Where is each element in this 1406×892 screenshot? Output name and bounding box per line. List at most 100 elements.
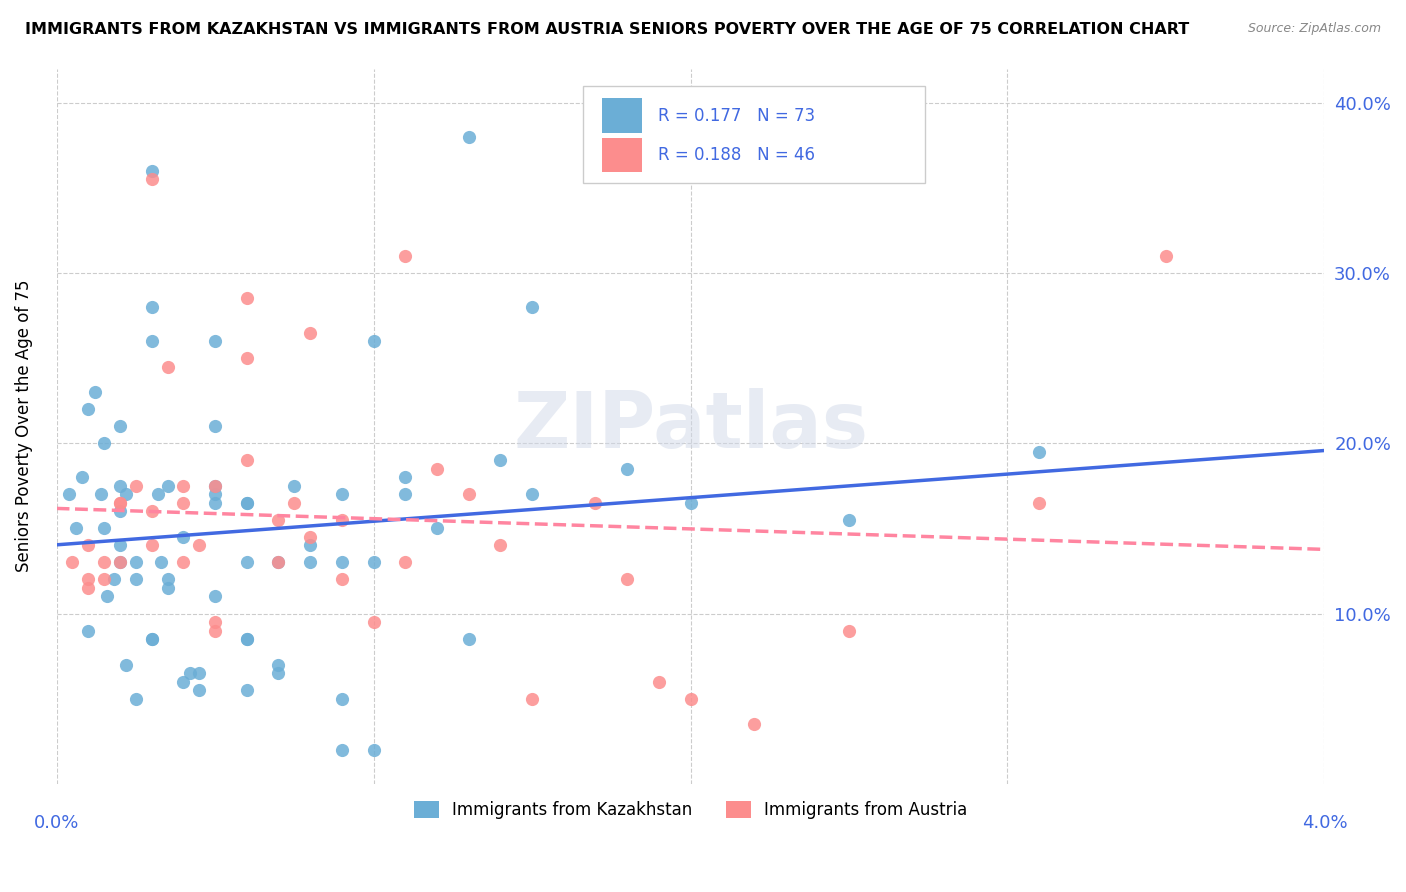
Point <box>77 402 100 417</box>
Point <box>141 172 163 186</box>
Point <box>172 674 194 689</box>
Point <box>267 556 290 570</box>
Point <box>267 657 290 672</box>
Point <box>58 487 80 501</box>
Point <box>394 487 416 501</box>
Point <box>520 691 543 706</box>
Point <box>838 513 860 527</box>
Point <box>204 615 226 629</box>
Point <box>283 479 305 493</box>
Text: Source: ZipAtlas.com: Source: ZipAtlas.com <box>1247 22 1381 36</box>
Point <box>62 556 84 570</box>
Point <box>93 436 115 450</box>
Point <box>363 556 385 570</box>
Point <box>489 538 512 552</box>
Point <box>125 479 148 493</box>
Point <box>457 487 479 501</box>
Point <box>141 300 163 314</box>
Point <box>330 487 353 501</box>
Point <box>125 556 148 570</box>
Point <box>125 573 148 587</box>
Point <box>330 743 353 757</box>
Point <box>236 632 259 646</box>
Point <box>146 487 169 501</box>
Point <box>108 538 131 552</box>
Point <box>204 487 226 501</box>
Point <box>236 683 259 698</box>
Point <box>236 496 259 510</box>
Point <box>77 624 100 638</box>
Legend: Immigrants from Kazakhstan, Immigrants from Austria: Immigrants from Kazakhstan, Immigrants f… <box>408 794 974 826</box>
Point <box>330 556 353 570</box>
Point <box>172 496 194 510</box>
Point <box>156 479 179 493</box>
Point <box>1028 444 1050 458</box>
Point <box>520 487 543 501</box>
Point <box>172 556 194 570</box>
Text: ZIPatlas: ZIPatlas <box>513 388 868 464</box>
Point <box>394 249 416 263</box>
Point <box>363 615 385 629</box>
Point <box>115 657 138 672</box>
Point <box>679 691 702 706</box>
Point <box>125 691 148 706</box>
Point <box>150 556 173 570</box>
Point <box>65 521 87 535</box>
Point <box>742 717 765 731</box>
Point <box>108 504 131 518</box>
Point <box>648 674 671 689</box>
Point <box>204 496 226 510</box>
Point <box>457 129 479 144</box>
Point <box>394 470 416 484</box>
Point <box>299 538 322 552</box>
Point <box>299 530 322 544</box>
Point <box>108 496 131 510</box>
Point <box>267 513 290 527</box>
Point <box>236 351 259 365</box>
Point <box>115 487 138 501</box>
Point <box>457 632 479 646</box>
Point <box>141 632 163 646</box>
Point <box>141 504 163 518</box>
Point <box>236 453 259 467</box>
Point <box>236 292 259 306</box>
Point <box>236 496 259 510</box>
Point <box>70 470 93 484</box>
Point <box>204 624 226 638</box>
Point <box>267 556 290 570</box>
Point <box>103 573 125 587</box>
Point <box>299 326 322 340</box>
Point <box>108 556 131 570</box>
Point <box>141 163 163 178</box>
Point <box>363 334 385 348</box>
Point <box>108 496 131 510</box>
Y-axis label: Seniors Poverty Over the Age of 75: Seniors Poverty Over the Age of 75 <box>15 280 32 573</box>
Text: R = 0.177   N = 73: R = 0.177 N = 73 <box>658 106 814 125</box>
Point <box>267 666 290 681</box>
Text: 0.0%: 0.0% <box>34 814 79 832</box>
Point <box>299 556 322 570</box>
Point <box>93 556 115 570</box>
Point <box>96 590 118 604</box>
Point <box>188 683 211 698</box>
Point <box>204 479 226 493</box>
Point <box>172 479 194 493</box>
Point <box>283 496 305 510</box>
Point <box>583 496 606 510</box>
Point <box>330 691 353 706</box>
Point <box>236 632 259 646</box>
Point <box>108 556 131 570</box>
Point <box>156 573 179 587</box>
Point <box>141 632 163 646</box>
Point <box>204 590 226 604</box>
Point <box>426 462 449 476</box>
Point <box>363 743 385 757</box>
Point <box>236 556 259 570</box>
Point <box>204 334 226 348</box>
Point <box>83 385 105 400</box>
Point <box>188 538 211 552</box>
Point <box>330 573 353 587</box>
Point <box>330 513 353 527</box>
Point <box>77 573 100 587</box>
FancyBboxPatch shape <box>582 87 925 183</box>
